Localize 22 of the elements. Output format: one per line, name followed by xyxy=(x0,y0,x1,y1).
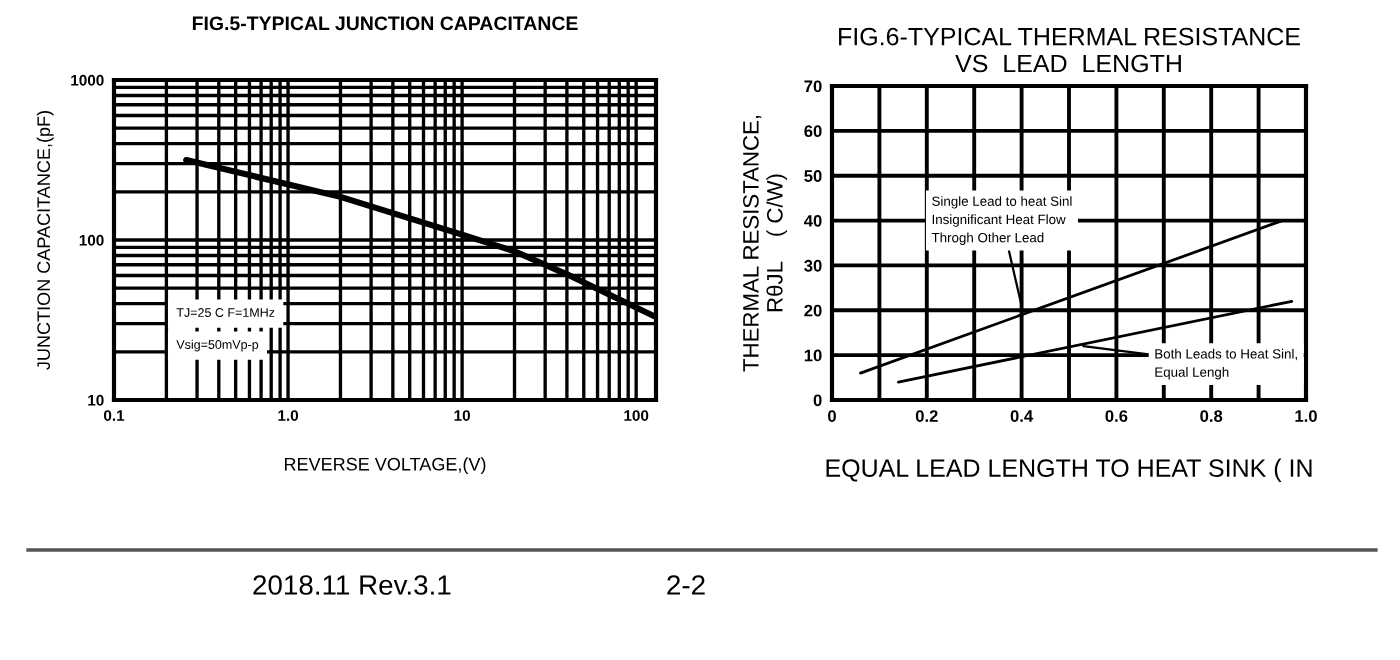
y-tick-label: 10 xyxy=(804,349,822,362)
x-tick-label: 0.6 xyxy=(1105,410,1128,422)
x-axis-title: REVERSE VOLTAGE,(V) xyxy=(284,457,486,475)
y-tick-label: 20 xyxy=(804,304,822,317)
y-tick-label: 50 xyxy=(804,170,822,182)
y-tick-label: 70 xyxy=(804,80,822,93)
chart-title: FIG.5-TYPICAL JUNCTION CAPACITANCE xyxy=(192,16,578,31)
y-axis-title: JUNCTION CAPACITANCE,(pF) xyxy=(36,111,54,370)
x-tick-label: 0 xyxy=(828,410,836,422)
text: 2018.11 Rev.3.1 xyxy=(253,575,451,595)
y-tick-label: 40 xyxy=(803,214,822,227)
y-tick-label: 0 xyxy=(813,394,822,407)
chart-title: FIG.6-TYPICAL THERMAL RESISTANCE VS LEAD LENGTH xyxy=(839,27,1300,73)
x-axis-title: EQUAL LEAD LENGTH TO HEAT SINK ( IN xyxy=(826,458,1312,482)
x-tick-label: 0.2 xyxy=(915,410,938,422)
x-tick-label: 0.8 xyxy=(1200,410,1223,422)
x-tick-label: 0.4 xyxy=(1010,410,1034,422)
y-tick-label: 30 xyxy=(804,259,822,272)
text: 2-2 xyxy=(667,575,705,595)
x-tick-label: 1.0 xyxy=(1295,410,1317,422)
y-axis-title: THERMAL RESISTANCE, RθJL ( C/W) xyxy=(743,115,788,372)
y-tick-label: 60 xyxy=(804,125,822,138)
